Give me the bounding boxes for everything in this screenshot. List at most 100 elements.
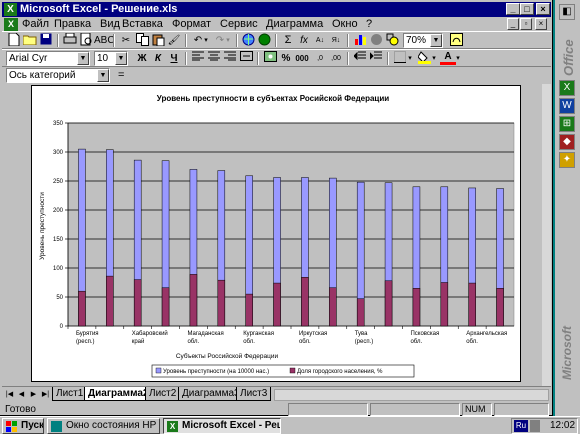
formula-input[interactable] (134, 68, 548, 82)
sheet-tab-diagram3[interactable]: Диаграмма3 (178, 387, 244, 401)
title-bar[interactable]: X Microsoft Excel - Решение.xls _ □ × (2, 2, 551, 17)
office-assistant-icon[interactable] (448, 33, 464, 48)
bold-button[interactable]: Ж (137, 53, 147, 64)
cut-icon[interactable]: ✂ (121, 35, 131, 46)
function-icon[interactable]: fx (300, 35, 308, 46)
fill-color-dropdown-icon[interactable]: ▾ (432, 55, 436, 62)
web-toolbar-icon[interactable] (256, 33, 272, 48)
sheet-tab-diagram2[interactable]: Диаграмма2 (84, 387, 153, 401)
align-left-icon[interactable] (190, 51, 206, 66)
font-name-select[interactable]: Arial Cyr ▼ (6, 51, 90, 66)
taskbar-item-hp[interactable]: Окно состояния HP (47, 418, 160, 434)
redo-dropdown-icon[interactable]: ▾ (226, 37, 230, 44)
decrease-indent-icon[interactable] (352, 51, 368, 66)
chart-svg: Уровень преступности в субъектах Росийск… (39, 94, 515, 378)
doc-close-button[interactable]: × (535, 18, 547, 30)
zoom-dropdown-icon[interactable]: ▼ (430, 34, 442, 47)
new-icon[interactable] (6, 32, 22, 48)
copy-icon[interactable] (134, 33, 150, 48)
map-icon[interactable] (368, 33, 384, 48)
powerpoint-shortcut-icon[interactable]: ◆ (559, 134, 575, 150)
print-preview-icon[interactable] (78, 32, 94, 48)
menu-edit[interactable]: Правка (54, 18, 92, 30)
align-right-icon[interactable] (222, 51, 238, 66)
last-sheet-icon[interactable]: ▶| (41, 391, 50, 398)
borders-icon[interactable] (392, 51, 408, 66)
paste-icon[interactable] (150, 33, 166, 48)
font-color-icon[interactable]: A (440, 51, 456, 66)
italic-button[interactable]: К (154, 53, 162, 64)
spelling-icon[interactable]: ABC (94, 35, 115, 46)
office-logo-icon[interactable]: ◧ (559, 4, 575, 20)
start-button[interactable]: Пуск (2, 418, 44, 434)
open-icon[interactable] (22, 33, 38, 48)
sheet-tab-list2[interactable]: Лист2 (145, 387, 181, 401)
sort-ascending-icon[interactable]: А↓ (315, 37, 325, 44)
autosum-icon[interactable]: Σ (284, 34, 292, 46)
increase-decimal-icon[interactable]: ,0 (317, 55, 323, 62)
menu-tools[interactable]: Сервис (220, 18, 258, 30)
first-sheet-icon[interactable]: |◀ (5, 391, 14, 398)
menu-file[interactable]: Файл (22, 18, 50, 30)
menu-chart[interactable]: Диаграмма (266, 18, 324, 30)
menu-help[interactable]: ? (366, 18, 373, 30)
access-shortcut-icon[interactable]: ⊞ (559, 116, 575, 132)
save-icon[interactable] (38, 33, 54, 48)
vertical-scrollbar[interactable] (542, 84, 551, 386)
name-box[interactable]: Ось категорий ▼ (6, 68, 110, 83)
bar-urban-share (412, 288, 421, 327)
fill-color-icon[interactable] (416, 51, 432, 66)
maximize-button[interactable]: □ (520, 3, 534, 15)
money-icon[interactable] (262, 51, 278, 66)
menu-insert[interactable]: Вставка (122, 18, 163, 30)
chart-area[interactable]: Уровень преступности в субъектах Росийск… (31, 85, 521, 382)
align-center-icon[interactable] (206, 51, 222, 66)
increase-indent-icon[interactable] (368, 51, 384, 66)
menu-window[interactable]: Окно (332, 18, 358, 30)
percent-button[interactable]: % (281, 53, 291, 64)
underline-button[interactable]: Ч (170, 53, 178, 64)
font-size-dropdown-icon[interactable]: ▼ (115, 52, 127, 65)
print-icon[interactable] (62, 32, 78, 48)
font-size-select[interactable]: 10 ▼ (94, 51, 128, 66)
chart-wizard-icon[interactable] (352, 33, 368, 48)
minimize-button[interactable]: _ (506, 3, 520, 15)
bar-urban-share (245, 293, 253, 327)
bar-urban-share (78, 290, 86, 327)
volume-icon[interactable] (530, 420, 540, 432)
word-shortcut-icon[interactable]: W (559, 98, 575, 114)
close-button[interactable]: × (536, 3, 550, 15)
undo-dropdown-icon[interactable]: ▾ (204, 37, 208, 44)
borders-dropdown-icon[interactable]: ▾ (408, 55, 412, 62)
binder-shortcut-icon[interactable]: ✦ (559, 152, 575, 168)
prev-sheet-icon[interactable]: ◀ (18, 391, 25, 398)
redo-icon[interactable]: ↷ (215, 35, 225, 46)
decrease-decimal-icon[interactable]: ,00 (331, 55, 341, 62)
menu-format[interactable]: Формат (172, 18, 212, 30)
drawing-icon[interactable] (384, 33, 400, 48)
doc-restore-button[interactable]: ▫ (520, 18, 532, 30)
next-sheet-icon[interactable]: ▶ (30, 391, 37, 398)
menu-view[interactable]: Вид (100, 18, 120, 30)
doc-minimize-button[interactable]: _ (507, 18, 519, 30)
bar-urban-share (133, 279, 142, 327)
hyperlink-icon[interactable] (240, 33, 256, 48)
comma-style-button[interactable]: 000 (295, 54, 309, 63)
zoom-select[interactable]: 70% ▼ (403, 33, 443, 48)
font-name-dropdown-icon[interactable]: ▼ (77, 52, 89, 65)
font-color-dropdown-icon[interactable]: ▾ (456, 55, 460, 62)
merge-center-icon[interactable] (238, 51, 254, 66)
horizontal-scrollbar[interactable] (274, 389, 549, 401)
office-label: Office (561, 39, 576, 76)
undo-icon[interactable]: ↶ (193, 35, 203, 46)
taskbar-item-excel[interactable]: X Microsoft Excel - Реше... (163, 418, 281, 434)
document-icon[interactable]: X (4, 18, 18, 31)
language-indicator[interactable]: Ru (514, 420, 528, 432)
excel-shortcut-icon[interactable]: X (559, 80, 575, 96)
excel-app-icon[interactable]: X (4, 3, 17, 16)
sort-descending-icon[interactable]: Я↓ (331, 37, 341, 44)
format-painter-icon[interactable]: 🖌 (167, 35, 181, 46)
sheet-tab-list3[interactable]: Лист3 (236, 387, 272, 401)
sheet-tab-list1[interactable]: Лист1 (52, 387, 88, 401)
name-box-dropdown-icon[interactable]: ▼ (97, 69, 109, 82)
